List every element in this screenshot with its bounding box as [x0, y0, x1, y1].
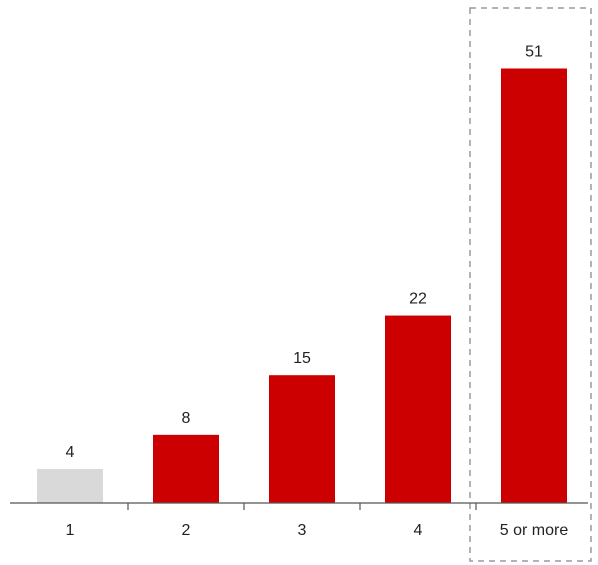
category-label-5: 5 or more — [500, 522, 569, 539]
value-label-4: 22 — [409, 291, 427, 308]
value-label-2: 8 — [182, 410, 191, 427]
bars-group — [37, 68, 567, 503]
value-label-3: 15 — [293, 350, 311, 367]
category-label-2: 2 — [182, 522, 191, 539]
bar-3 — [269, 375, 335, 503]
bar-4 — [385, 315, 451, 503]
category-labels-group: 1 2 3 4 5 or more — [66, 522, 569, 539]
value-labels-group: 4 8 15 22 51 — [66, 43, 543, 460]
category-label-4: 4 — [414, 522, 423, 539]
bar-2 — [153, 434, 219, 503]
category-label-1: 1 — [66, 522, 75, 539]
value-label-1: 4 — [66, 444, 75, 461]
value-label-5: 51 — [525, 43, 543, 60]
highlight-box — [469, 7, 592, 562]
x-ticks-group — [127, 503, 477, 510]
bar-1 — [37, 468, 103, 503]
bar-5 — [501, 68, 567, 503]
category-label-3: 3 — [298, 522, 307, 539]
